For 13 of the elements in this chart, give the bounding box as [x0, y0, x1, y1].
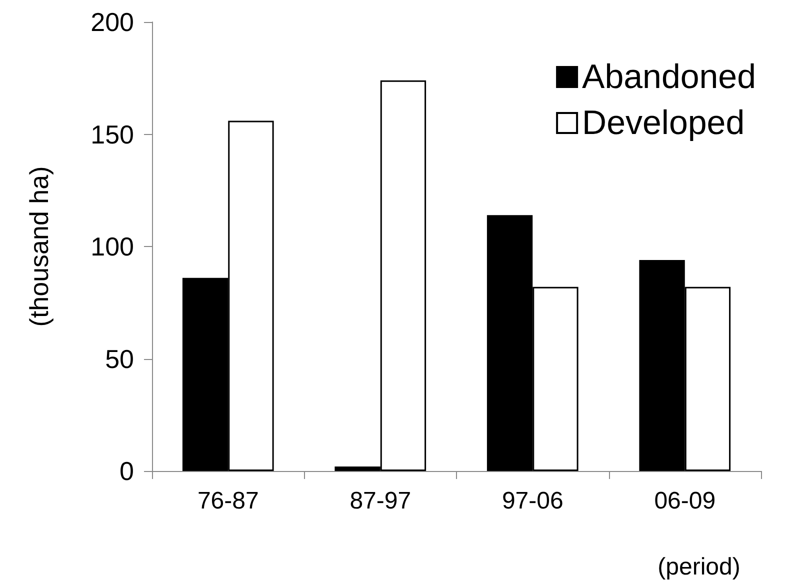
x-tick-label: 76-87: [197, 488, 259, 514]
legend-label: Abandoned: [582, 58, 756, 96]
x-tick-label: 06-09: [654, 488, 716, 514]
y-axis-title: (thousand ha): [24, 166, 54, 327]
y-tick-label: 50: [105, 344, 134, 374]
legend-label: Developed: [582, 104, 745, 142]
y-tick-label: 200: [90, 7, 134, 37]
x-axis-title: (period): [658, 554, 740, 580]
x-tick-label: 87-97: [350, 488, 412, 514]
x-tick-label: 97-06: [502, 488, 564, 514]
y-tick-label: 150: [90, 119, 134, 150]
y-tick-label: 100: [90, 232, 134, 262]
y-tick-label: 0: [120, 456, 134, 486]
